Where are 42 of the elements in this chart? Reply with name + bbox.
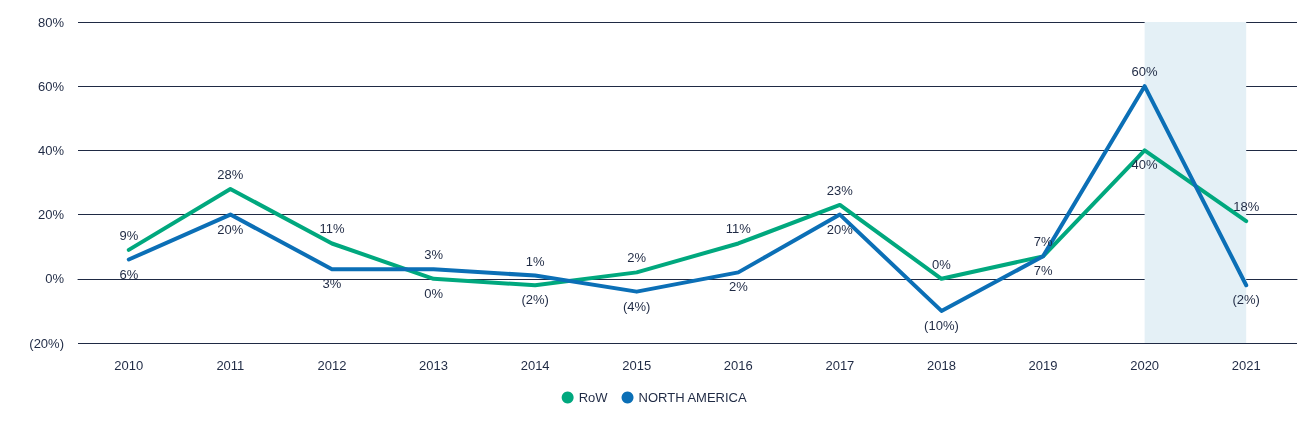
x-tick-label: 2013 xyxy=(419,358,448,373)
data-label: 9% xyxy=(119,227,139,243)
data-label: 2% xyxy=(728,279,749,295)
y-tick-label: 80% xyxy=(37,14,65,30)
data-label: 0% xyxy=(932,256,952,272)
x-tick-label: 2016 xyxy=(723,358,753,373)
x-tick-label: 2019 xyxy=(1028,358,1058,373)
data-label: (4%) xyxy=(622,298,651,314)
data-label: 20% xyxy=(826,221,854,237)
data-label: 40% xyxy=(1131,157,1159,173)
data-label: 7% xyxy=(1033,263,1053,279)
data-label: 0% xyxy=(424,285,444,301)
x-tick-label: 2018 xyxy=(927,358,956,373)
data-label: (10%) xyxy=(924,317,959,333)
data-label: 28% xyxy=(217,166,244,182)
data-label: 23% xyxy=(826,182,854,198)
data-label: 2% xyxy=(627,250,647,266)
x-tick-label: 2011 xyxy=(216,358,245,373)
x-tick-label: 2017 xyxy=(825,358,855,373)
data-label: 11% xyxy=(319,221,345,237)
y-tick-label: 20% xyxy=(37,207,65,223)
data-label: 11% xyxy=(725,221,752,237)
data-label: 3% xyxy=(424,247,444,263)
y-tick-label: 40% xyxy=(37,142,65,158)
data-label: 1% xyxy=(525,253,545,269)
data-label: (2%) xyxy=(1232,292,1260,308)
data-label: 20% xyxy=(217,221,244,237)
data-label: (2%) xyxy=(521,292,549,308)
x-tick-label: 2010 xyxy=(114,358,144,373)
y-tick-label: 60% xyxy=(37,78,65,94)
x-tick-label: 2012 xyxy=(317,358,347,373)
data-label: 6% xyxy=(119,266,139,282)
legend-label: NORTH AMERICA xyxy=(638,390,747,405)
data-label: 60% xyxy=(1131,64,1159,80)
y-tick-label: (20%) xyxy=(29,335,64,351)
data-label: 18% xyxy=(1233,199,1260,215)
y-tick-label: 0% xyxy=(45,271,65,287)
x-tick-label: 2015 xyxy=(622,358,652,373)
x-tick-label: 2020 xyxy=(1130,358,1160,373)
x-tick-label: 2021 xyxy=(1231,358,1261,373)
x-tick-label: 2014 xyxy=(520,358,550,373)
legend-label: RoW xyxy=(578,390,609,405)
